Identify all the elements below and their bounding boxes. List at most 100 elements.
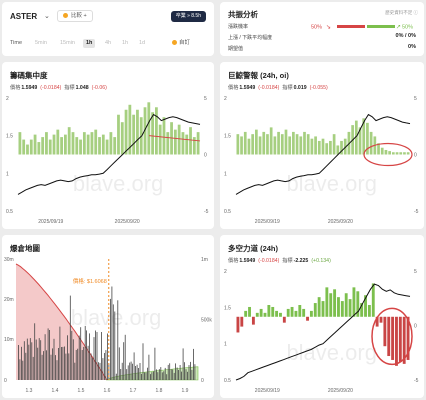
liquidation-bar <box>164 367 166 380</box>
symbol-panel: ASTER ⌄ 比較 + 卒業 » 8.5h Time 5min 15min 1… <box>2 2 214 56</box>
bar <box>105 139 109 155</box>
bar <box>155 107 158 155</box>
liquidation-bar <box>46 350 47 380</box>
liquidation-bar <box>158 369 160 380</box>
bar <box>302 308 306 317</box>
bar <box>247 138 251 155</box>
liquidation-bar <box>44 334 46 380</box>
indicator-change: (-0.06) <box>91 85 107 91</box>
liquidation-bar <box>40 340 42 380</box>
bar <box>251 316 255 325</box>
bar <box>391 316 395 360</box>
timeframe-1h[interactable]: 1h <box>83 39 96 48</box>
liquidation-bar <box>176 367 178 380</box>
bar <box>306 134 310 155</box>
liquidation-bar <box>65 353 67 380</box>
bar <box>383 316 387 347</box>
bar <box>344 293 348 317</box>
bar <box>387 316 391 357</box>
bar <box>279 312 282 317</box>
liquidation-bar <box>193 348 194 380</box>
indicator-value: 0.019 <box>293 85 307 91</box>
liquidation-bar <box>112 304 114 380</box>
watermark-text: blave.org <box>71 305 162 330</box>
bar <box>29 139 33 155</box>
liquidation-bar <box>185 369 187 380</box>
timeframe-4h[interactable]: 4h <box>105 40 112 46</box>
liquidation-bar <box>67 335 68 380</box>
probability-meter: 50% ↘ ↗ 50% <box>311 25 413 31</box>
time-button[interactable]: 卒業 » 8.5h <box>170 11 206 22</box>
info-row: 價格1.5949 (-0.0184) 指標-2.225 (+0.134) <box>228 258 331 264</box>
info-row: 價格1.5949 (-0.0184) 指標1.048 (-0.06) <box>10 85 107 91</box>
liquidation-bar <box>69 295 71 380</box>
y-left-tick: 2 <box>6 96 9 102</box>
bar <box>402 316 406 364</box>
y-right-tick: 0 <box>201 378 204 384</box>
bar <box>313 303 317 317</box>
bar <box>310 138 314 155</box>
liquidation-bar <box>130 361 132 380</box>
liquidation-bar <box>115 373 117 380</box>
bar <box>356 291 360 317</box>
bar <box>120 122 124 155</box>
liquidation-bar <box>135 366 136 380</box>
x-tick: 1.3 <box>26 388 33 394</box>
bar <box>309 310 313 317</box>
bar <box>306 316 309 321</box>
x-tick: 1.4 <box>52 388 59 394</box>
liquidation-bar <box>90 353 92 380</box>
bar <box>336 145 340 155</box>
liquidation-bar <box>173 372 175 380</box>
timeframe-15min[interactable]: 15min <box>60 40 75 46</box>
bar <box>321 138 325 155</box>
bar <box>358 127 362 155</box>
bar <box>395 152 399 155</box>
price-value: 1.5949 <box>239 85 256 91</box>
bar <box>298 305 302 317</box>
liquidation-bar <box>64 346 65 380</box>
liquidation-bar <box>191 369 193 380</box>
timeframe-5min[interactable]: 5min <box>35 40 47 46</box>
watermark-text: blave.org <box>286 171 377 196</box>
bar <box>275 310 279 317</box>
bar <box>406 152 410 155</box>
bar <box>332 134 336 155</box>
liquidation-bar <box>23 341 25 380</box>
resonance-note[interactable]: 歷史資料不足 ⓘ <box>385 10 418 15</box>
timeframe-1d[interactable]: 1d <box>139 40 146 46</box>
x-tick: 1.6 <box>104 388 111 394</box>
chip-concentration-panel: 籌碼集中度 價格1.5949 (-0.0184) 指標1.048 (-0.06) 2… <box>2 62 214 229</box>
whale-alert-chart: 2 1.5 1 0.5 5 0 -5 blave.org 2025/09/19 2025/09/2… <box>224 96 419 225</box>
compare-button[interactable]: 比較 + <box>57 10 93 22</box>
bar <box>132 114 136 155</box>
liquidation-bar <box>169 363 171 380</box>
timeframe-1h-alt[interactable]: 1h <box>122 40 129 46</box>
liquidation-bar <box>58 348 59 380</box>
indicator-change: (-0.055) <box>309 85 328 91</box>
chevron-down-icon[interactable]: ⌄ <box>44 13 50 20</box>
price-value: 1.5949 <box>21 85 38 91</box>
bar <box>406 316 410 360</box>
bar <box>337 297 340 317</box>
bar <box>388 151 391 155</box>
bar <box>282 316 286 323</box>
meter-left-pct: 50% <box>311 25 322 31</box>
bar <box>33 134 37 155</box>
x-tick: 1.9 <box>182 388 189 394</box>
short-liquidation-area <box>16 264 107 380</box>
liquidation-bar <box>114 311 116 380</box>
custom-button[interactable]: 自訂 <box>172 39 190 48</box>
liquidation-bar <box>86 330 87 380</box>
liquidation-bar <box>19 359 21 380</box>
y-left-tick: 0.5 <box>224 378 231 384</box>
y-left-tick: 0.5 <box>224 209 231 215</box>
bar <box>375 316 379 327</box>
bar <box>37 142 41 155</box>
bar <box>60 137 63 155</box>
y-left-tick: 1.5 <box>224 305 231 311</box>
bar <box>280 134 284 155</box>
liquidation-bar <box>139 363 141 380</box>
bar <box>240 136 243 155</box>
liquidation-bar <box>25 352 27 380</box>
